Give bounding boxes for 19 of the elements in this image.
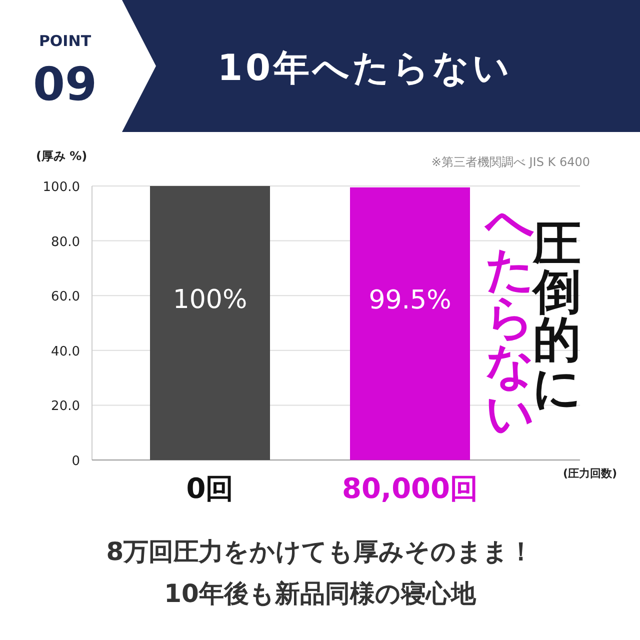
y-tick-label: 0 (72, 454, 80, 469)
data-label: 100% (172, 285, 248, 315)
x-tick-label: 0回 (186, 472, 234, 505)
text: 8万回圧力をかけても厚みそのまま！ (106, 537, 534, 566)
y-tick-label: 80.0 (51, 234, 80, 250)
y-tick-label: 20.0 (51, 399, 80, 414)
x-axis-title: (圧力回数) (562, 467, 618, 480)
text: 09 (32, 57, 98, 111)
y-axis-title: (厚み %) (36, 149, 88, 163)
data-label: 99.5% (368, 286, 452, 316)
y-tick-label: 40.0 (51, 344, 80, 360)
y-tick-label: 100.0 (42, 180, 80, 195)
text: 10年後も新品同様の寝心地 (164, 579, 477, 608)
x-tick-label: 80,000回 (342, 472, 478, 505)
chart-title: 10年へたらない (217, 48, 513, 89)
y-tick-label: 60.0 (51, 290, 80, 305)
text: POINT (38, 32, 92, 50)
text: ※第三者機関調べ JIS K 6400 (431, 155, 590, 169)
annotation: 圧倒的に (531, 216, 582, 416)
